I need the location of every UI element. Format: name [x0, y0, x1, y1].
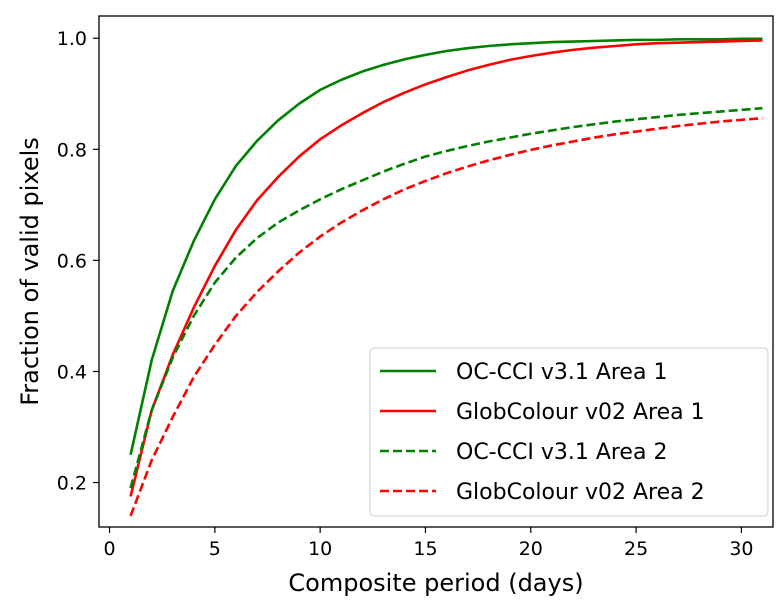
y-tick-label: 0.2 — [57, 473, 87, 495]
x-axis-label: Composite period (days) — [288, 569, 583, 597]
y-tick-label: 1.0 — [57, 28, 87, 50]
y-axis-label: Fraction of valid pixels — [16, 137, 44, 406]
x-tick-label: 25 — [624, 538, 648, 560]
x-tick-label: 0 — [103, 538, 115, 560]
chart-legend: OC-CCI v3.1 Area 1 GlobColour v02 Area 1 O… — [370, 348, 768, 516]
x-axis-ticks: 0 5 10 15 20 25 30 — [103, 527, 753, 560]
x-tick-label: 30 — [729, 538, 753, 560]
legend-label: OC-CCI v3.1 Area 1 — [456, 360, 667, 385]
y-axis-ticks: 0.2 0.4 0.6 0.8 1.0 — [57, 28, 99, 494]
legend-label: OC-CCI v3.1 Area 2 — [456, 440, 667, 465]
y-tick-label: 0.6 — [57, 250, 87, 272]
legend-label: GlobColour v02 Area 1 — [456, 400, 705, 425]
x-tick-label: 15 — [413, 538, 437, 560]
y-tick-label: 0.8 — [57, 139, 87, 161]
x-tick-label: 10 — [308, 538, 332, 560]
y-tick-label: 0.4 — [57, 361, 87, 383]
legend-label: GlobColour v02 Area 2 — [456, 480, 705, 505]
x-tick-label: 5 — [209, 538, 221, 560]
x-tick-label: 20 — [519, 538, 543, 560]
